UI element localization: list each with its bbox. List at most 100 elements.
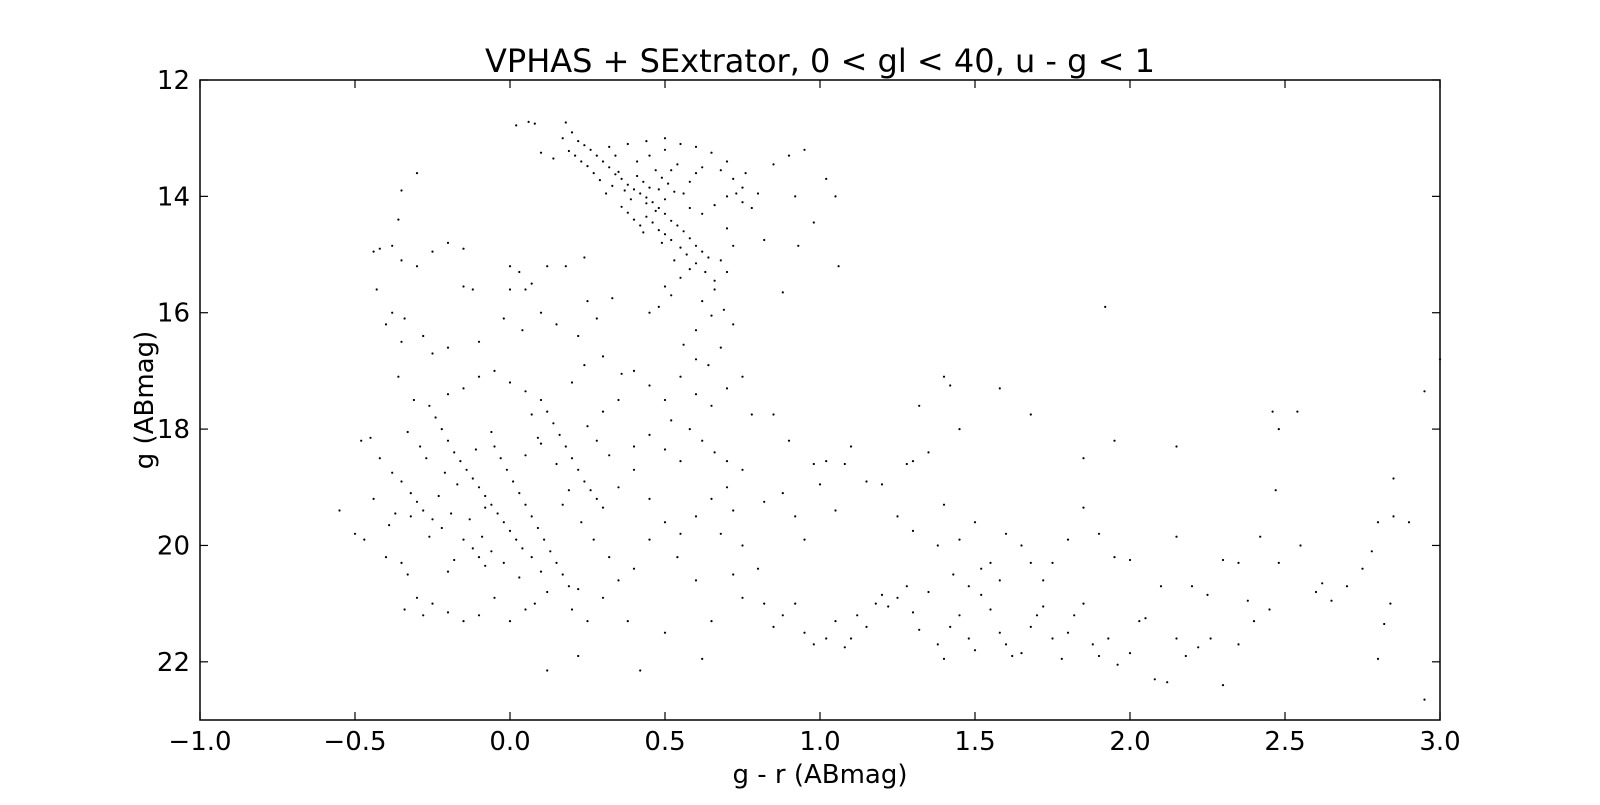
data-point [391,471,394,474]
data-point [676,556,679,559]
data-point [725,227,729,230]
data-point [781,291,784,294]
data-point [462,620,465,623]
data-point [648,154,651,157]
data-point [1104,305,1107,308]
data-point [1345,585,1349,588]
data-point [496,512,499,515]
data-point [651,201,654,204]
data-point [471,288,474,291]
data-point [818,483,822,486]
data-point [1113,439,1116,442]
data-point [1011,654,1014,658]
data-point [803,631,806,634]
data-point [843,462,846,466]
data-point [918,628,921,631]
data-point [577,468,580,471]
data-point [419,445,422,448]
data-point [679,532,682,535]
data-point [849,637,853,640]
data-point [688,428,691,431]
data-point [1097,532,1101,535]
data-point [446,393,450,396]
data-point [803,538,806,541]
x-tick-label: 2.0 [1109,727,1150,757]
data-point [481,535,484,538]
data-point [605,192,608,195]
data-point [1029,413,1032,416]
data-point [620,205,623,208]
data-point [490,503,493,506]
data-point [787,439,791,442]
data-point [388,524,391,527]
data-point [896,515,899,518]
data-point [1175,637,1178,640]
data-point [663,233,667,236]
data-point [794,515,797,518]
data-point [639,224,642,227]
data-point [375,288,378,291]
data-point [797,244,800,247]
data-point [1020,652,1023,655]
data-point [787,154,791,157]
data-point [725,387,729,390]
data-point [973,521,977,524]
data-point [918,404,921,407]
data-point [524,503,527,506]
data-point [896,596,899,599]
data-point [583,144,586,147]
data-point [536,436,540,439]
data-point [670,238,673,242]
data-point [694,579,698,582]
data-point [725,270,729,274]
data-point [1277,428,1280,431]
data-point [577,654,580,658]
data-point [694,358,698,361]
data-point [524,288,527,291]
data-point [446,241,450,244]
chart-title: VPHAS + SExtrator, 0 < gl < 40, u - g < … [485,42,1155,80]
data-point [654,169,657,172]
data-point [1042,605,1045,608]
data-point [663,448,667,451]
data-point [508,381,512,384]
data-point [1252,620,1256,623]
data-point [422,509,425,512]
data-point [471,547,474,550]
data-point [927,451,930,454]
data-point [561,503,564,506]
data-point [980,567,983,570]
data-point [636,160,639,163]
y-tick-label: 12 [157,66,190,96]
data-point [490,550,493,553]
data-point [632,567,636,570]
data-point [645,215,648,218]
data-point [688,237,691,240]
data-point [648,538,651,541]
x-tick-label: 2.5 [1264,727,1305,757]
data-point [369,436,372,439]
data-point [493,596,496,599]
data-point [660,241,664,244]
data-point [880,483,884,486]
data-point [636,174,639,178]
data-point [530,556,533,559]
data-point [654,209,657,212]
data-point [446,570,450,573]
x-tick-label: −0.5 [323,727,386,757]
data-point [710,404,713,407]
data-point [1321,582,1324,585]
data-point [620,177,623,180]
data-point [394,512,397,515]
data-point [515,124,518,127]
data-point [763,500,766,503]
x-tick-label: 3.0 [1419,727,1460,757]
y-tick-label: 22 [157,648,190,678]
data-point [632,218,636,221]
data-point [477,375,481,378]
data-point [1035,614,1039,617]
data-point [508,620,512,623]
data-point [1237,561,1240,565]
data-point [648,433,651,436]
data-point [676,224,679,227]
